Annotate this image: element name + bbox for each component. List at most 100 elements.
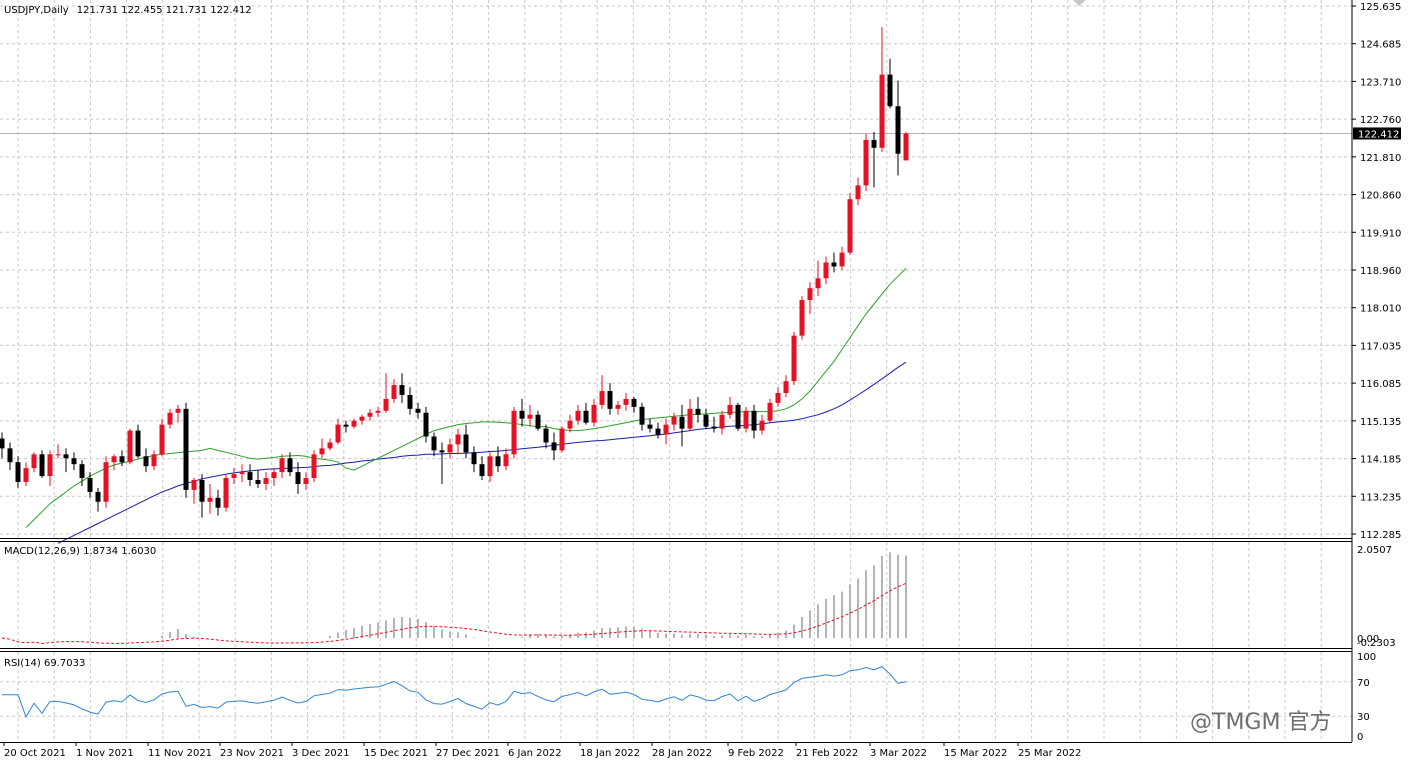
candle-bull-body [719, 414, 725, 429]
rsi-axis-label: 70 [1357, 678, 1370, 689]
candle-bear-body [551, 442, 557, 451]
candle-bear-body [639, 406, 645, 425]
current-price-tag [1353, 127, 1401, 140]
time-label: 3 Mar 2022 [870, 748, 927, 759]
candle-bear-body [7, 448, 13, 463]
candle-bull-body [335, 424, 341, 443]
panel-borders [0, 0, 1353, 743]
candle-bear-body [287, 458, 293, 473]
candle-bull-body [511, 410, 517, 455]
candle-bull-body [559, 428, 565, 451]
candle-bull-body [207, 497, 213, 502]
candle-bear-body [247, 472, 253, 481]
candle-bull-body [487, 456, 493, 477]
candle-bull-body [391, 385, 397, 399]
scroll-shift-marker[interactable] [1073, 0, 1086, 6]
time-label: 3 Dec 2021 [292, 748, 350, 759]
candle-bull-body [847, 199, 853, 253]
candle-bull-body [303, 478, 309, 484]
rsi-axis-label: 30 [1357, 712, 1370, 723]
candle-bull-body [223, 478, 229, 508]
candle-bear-body [143, 456, 149, 467]
candle-bear-body [583, 410, 589, 423]
candle-bull-body [591, 404, 597, 423]
time-label: 20 Oct 2021 [4, 748, 66, 759]
candle-bear-body [679, 416, 685, 429]
candle-bear-body [711, 426, 717, 429]
candle-bear-body [39, 454, 45, 477]
rsi-layer [0, 666, 1352, 719]
candle-bull-body [351, 420, 357, 427]
candle-bull-body [375, 410, 381, 413]
candle-bear-body [15, 462, 21, 482]
candle-bull-body [151, 454, 157, 467]
candle-bear-body [871, 139, 877, 148]
candle-bear-body [135, 430, 141, 457]
candle-bear-body [495, 456, 501, 467]
candle-bear-body [463, 434, 469, 453]
candle-bull-body [743, 410, 749, 429]
candle-bear-body [703, 414, 709, 427]
price-label: 120.860 [1360, 191, 1401, 202]
candle-bull-body [327, 442, 333, 449]
candle-bull-body [239, 472, 245, 475]
time-label: 18 Jan 2022 [580, 748, 640, 759]
candle-bull-body [527, 414, 533, 419]
candle-bull-body [879, 74, 885, 148]
candle-bull-body [783, 381, 789, 394]
candle-bear-body [295, 472, 301, 484]
symbol-header: USDJPY,Daily 121.731 122.455 121.731 122.… [4, 5, 252, 16]
candle-bear-body [255, 480, 261, 484]
price-label: 121.810 [1360, 153, 1401, 164]
price-label: 122.760 [1360, 115, 1401, 126]
time-label: 9 Feb 2022 [728, 748, 784, 759]
candle-bull-body [263, 478, 269, 484]
macd-axis-label: 0.00 [1357, 634, 1379, 645]
candle-bear-body [543, 428, 549, 443]
candle-bear-body [63, 454, 69, 459]
candle-bear-body [407, 394, 413, 409]
candle-bear-body [343, 424, 349, 427]
candle-bull-body [791, 335, 797, 382]
candle-bull-body [55, 454, 61, 456]
time-label: 28 Jan 2022 [652, 748, 712, 759]
candle-bull-body [455, 434, 461, 445]
candle-bear-body [183, 408, 189, 490]
rsi-axis-label: 100 [1357, 652, 1376, 663]
rsi-line [2, 666, 907, 719]
candle-bull-body [359, 416, 365, 421]
candle-bull-body [575, 410, 581, 421]
candle-bear-body [519, 410, 525, 419]
time-label: 1 Nov 2021 [76, 748, 134, 759]
price-label: 113.235 [1360, 492, 1401, 503]
time-label: 15 Dec 2021 [364, 748, 428, 759]
candle-bull-body [31, 454, 37, 469]
candle-layer [0, 27, 909, 518]
macd-axis-label: 2.0507 [1357, 545, 1392, 556]
candle-bear-body [439, 450, 445, 453]
candle-bull-body [615, 404, 621, 409]
symbol-label: USDJPY,Daily [4, 5, 69, 16]
candle-bull-body [727, 404, 733, 415]
price-label: 112.285 [1360, 530, 1401, 541]
candle-bull-body [815, 278, 821, 289]
candle-bull-body [191, 480, 197, 490]
candle-bear-body [0, 438, 5, 449]
price-label: 123.710 [1360, 77, 1401, 88]
candle-bear-body [399, 385, 405, 395]
candle-bear-body [79, 464, 85, 479]
candle-bull-body [311, 454, 317, 479]
time-label: 6 Jan 2022 [508, 748, 562, 759]
candle-bull-body [807, 288, 813, 301]
candle-bear-body [199, 480, 205, 502]
candle-bull-body [175, 408, 181, 413]
candle-bull-body [855, 185, 861, 200]
macd-layer [1, 552, 907, 645]
ma-fast-line [25, 268, 907, 528]
candle-bull-body [231, 474, 237, 479]
candle-bull-body [823, 262, 829, 279]
time-label: 11 Nov 2021 [148, 748, 212, 759]
candle-bull-body [599, 391, 605, 405]
